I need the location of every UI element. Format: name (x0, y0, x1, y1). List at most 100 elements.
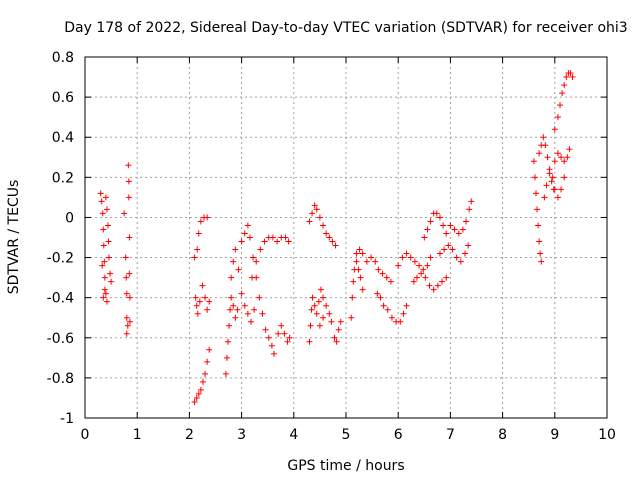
data-point (204, 306, 211, 313)
data-point (462, 250, 469, 257)
data-point (536, 150, 543, 157)
data-point (384, 306, 391, 313)
data-point (403, 250, 410, 257)
data-point (530, 158, 537, 165)
data-point (124, 322, 131, 329)
data-point (191, 398, 198, 405)
data-point (275, 330, 282, 337)
data-point (316, 322, 323, 329)
data-point (223, 354, 230, 361)
data-point (311, 302, 318, 309)
data-point (274, 238, 281, 245)
data-point (225, 338, 232, 345)
data-point (97, 190, 104, 197)
y-axis-label: SDTVAR / TECUs (6, 180, 22, 295)
data-point (422, 274, 429, 281)
data-point (436, 214, 443, 221)
data-point (313, 206, 320, 213)
data-point (359, 250, 366, 257)
data-point (323, 230, 330, 237)
data-point (537, 250, 544, 257)
data-point (459, 226, 466, 233)
plot-frame (84, 56, 608, 419)
data-point (536, 238, 543, 245)
data-point (453, 254, 460, 261)
data-point (554, 114, 561, 121)
data-point (123, 274, 130, 281)
x-tick-label: 4 (289, 427, 298, 443)
data-point (199, 378, 206, 385)
data-point (126, 294, 133, 301)
data-point (533, 190, 540, 197)
data-point (566, 146, 573, 153)
data-point (309, 294, 316, 301)
data-point (540, 134, 547, 141)
data-point (543, 182, 550, 189)
data-point (278, 322, 285, 329)
data-point (238, 238, 245, 245)
data-point (250, 254, 257, 261)
data-point (421, 234, 428, 241)
data-point (443, 230, 450, 237)
data-point (542, 142, 549, 149)
x-tick-label: 3 (237, 427, 246, 443)
data-point (468, 198, 475, 205)
data-point (356, 246, 363, 253)
data-point (309, 210, 316, 217)
data-point (349, 294, 356, 301)
data-point (197, 218, 204, 225)
data-point (395, 262, 402, 269)
data-point (554, 194, 561, 201)
y-tick-label: 0.2 (52, 170, 74, 186)
data-point (306, 218, 313, 225)
data-point (359, 286, 366, 293)
data-point (261, 238, 268, 245)
data-point (451, 226, 458, 233)
data-point (418, 270, 425, 277)
data-point (206, 298, 213, 305)
chart-title: Day 178 of 2022, Sidereal Day-to-day VTE… (64, 20, 627, 36)
y-tick-label: 0.6 (52, 90, 74, 106)
data-point (320, 222, 327, 229)
data-point (424, 262, 431, 269)
data-point (424, 226, 431, 233)
data-point (241, 302, 248, 309)
data-point (103, 206, 110, 213)
data-point (269, 234, 276, 241)
data-point (551, 186, 558, 193)
data-point (374, 290, 381, 297)
data-point (108, 278, 115, 285)
data-point (286, 334, 293, 341)
data-point (400, 310, 407, 317)
data-point (100, 294, 107, 301)
data-point (531, 174, 538, 181)
data-point (265, 334, 272, 341)
data-point (262, 326, 269, 333)
data-point (551, 126, 558, 133)
data-point (101, 258, 108, 265)
data-point (440, 222, 447, 229)
x-tick-label: 1 (133, 427, 142, 443)
data-point (192, 294, 199, 301)
data-point (313, 310, 320, 317)
grid (84, 56, 608, 419)
data-point (281, 330, 288, 337)
data-point (353, 250, 360, 257)
data-point (238, 290, 245, 297)
data-point (241, 230, 248, 237)
data-point (434, 282, 441, 289)
data-point (551, 158, 558, 165)
data-point (535, 222, 542, 229)
data-point (332, 242, 339, 249)
data-point (104, 222, 111, 229)
x-tick-label: 2 (185, 427, 194, 443)
data-point (320, 314, 327, 321)
x-tick-label: 0 (81, 427, 90, 443)
data-point (348, 314, 355, 321)
data-point (445, 242, 452, 249)
data-point (399, 254, 406, 261)
data-point (316, 214, 323, 221)
data-point (331, 334, 338, 341)
y-tick-label: -0.2 (47, 251, 74, 267)
data-point (102, 290, 109, 297)
